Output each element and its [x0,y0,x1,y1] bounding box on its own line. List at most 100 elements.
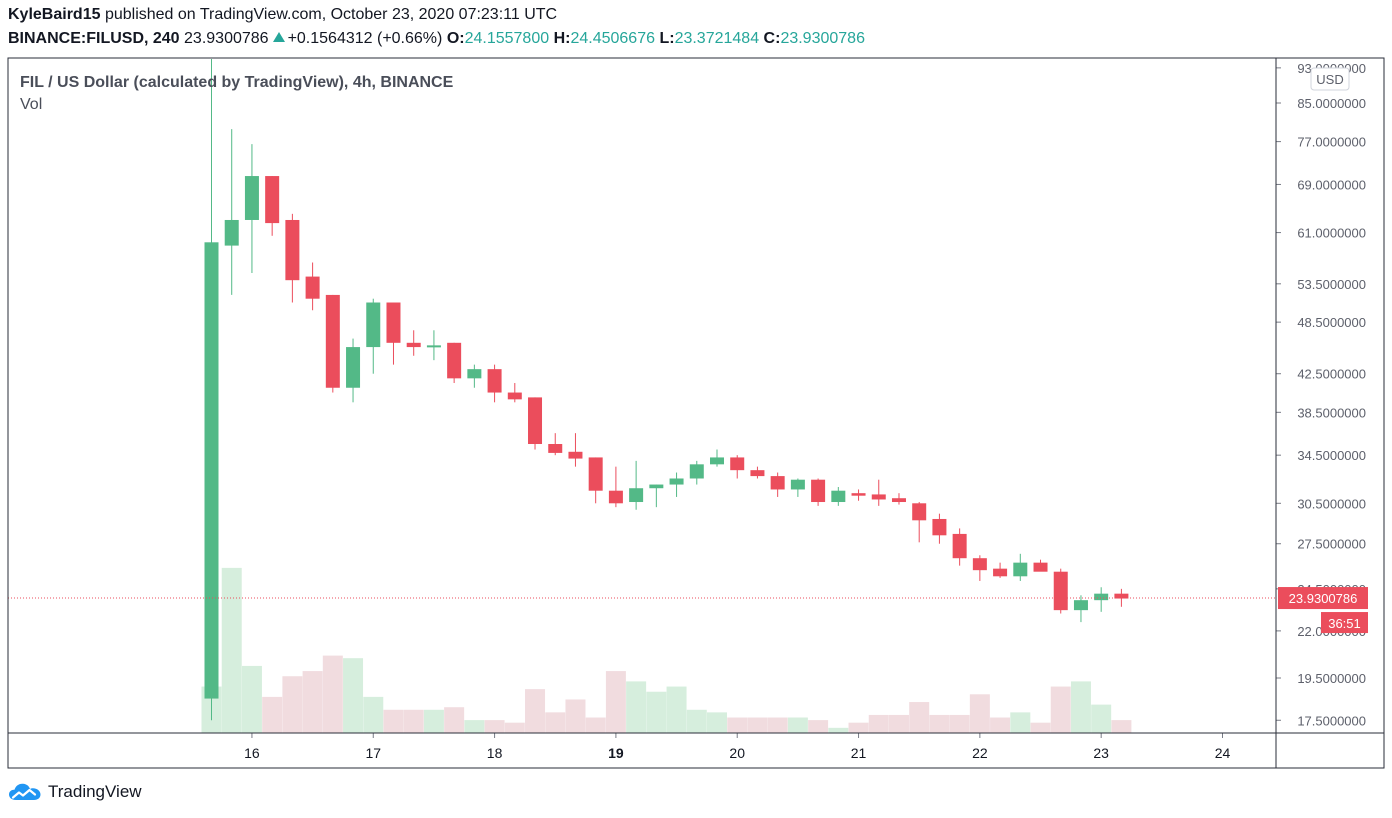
y-tick-label: 85.0000000 [1297,96,1366,111]
candle-body[interactable] [1094,593,1109,601]
candle-body[interactable] [831,490,846,503]
currency-badge[interactable]: USD [1310,67,1350,91]
x-tick-label: 17 [365,745,381,761]
candle-body[interactable] [770,476,785,490]
candle-body[interactable] [649,484,664,489]
volume-bar [626,681,647,733]
candle-body[interactable] [588,457,603,491]
candle-body[interactable] [366,302,381,348]
published-text: published on TradingView.com, October 23… [104,6,558,23]
candle-body[interactable] [871,494,886,500]
low-value: 23.3721484 [674,30,760,47]
candle-body[interactable] [224,219,239,246]
candle-body[interactable] [1073,600,1088,611]
candle-body[interactable] [507,392,522,400]
volume-bar [343,658,364,733]
legend-title: FIL / US Dollar (calculated by TradingVi… [20,74,454,91]
x-tick-label: 20 [729,745,745,761]
candle-body[interactable] [204,242,219,699]
legend-vol: Vol [20,96,42,113]
candle-body[interactable] [325,294,340,388]
currency-badge-box[interactable] [1310,67,1350,91]
currency-badge-label[interactable]: USD [1316,72,1343,87]
symbol-label: BINANCE:FILUSD, 240 [8,30,180,47]
candle-body[interactable] [972,558,987,571]
volume-bar [666,686,687,733]
candle-body[interactable] [1033,562,1048,572]
x-tick-label: 24 [1215,745,1231,761]
close-label: C: [763,30,781,47]
price-axis[interactable]: 93.000000085.000000077.000000069.0000000… [1275,58,1366,768]
volume-bar [241,665,262,733]
y-tick-label: 38.5000000 [1297,405,1366,420]
footer-brand: TradingView [48,782,142,801]
candle-body[interactable] [811,479,826,503]
volume-bar [484,720,505,733]
y-tick-label: 61.0000000 [1297,226,1366,241]
author-name[interactable]: KyleBaird15 [8,6,101,23]
candle-body[interactable] [426,345,441,348]
low-label: L: [659,30,675,47]
volume-bar [605,671,626,733]
volume-bar [1091,704,1112,733]
candle-body[interactable] [528,397,543,445]
candle-body[interactable] [406,342,421,348]
candle-body[interactable] [851,493,866,496]
x-tick-label: 16 [244,745,260,761]
candle-body[interactable] [710,457,724,465]
volume-bar [585,717,606,733]
x-tick-label: 23 [1093,745,1109,761]
candle-body[interactable] [629,488,644,503]
candle-body[interactable] [912,503,927,521]
price-tag-label: 23.9300786 [1289,591,1358,606]
candle-body[interactable] [689,464,704,479]
candle-body[interactable] [305,276,320,299]
candle-body[interactable] [1053,571,1068,611]
countdown-tag: 36:51 [1321,612,1368,634]
chart-area[interactable]: 93.000000085.000000077.000000069.0000000… [0,0,1392,780]
volume-bar [302,671,323,733]
candle-body[interactable] [467,369,482,379]
y-tick-label: 17.5000000 [1297,713,1366,728]
candle-body[interactable] [750,470,765,477]
open-value: 24.1557800 [464,30,550,47]
volume-bar [1070,681,1091,733]
time-axis[interactable]: 16 17 18 19 20 21 22 23 24 [8,732,1384,761]
volume-bar [808,720,829,733]
candle-body[interactable] [386,302,401,343]
candle-body[interactable] [669,478,684,485]
candle-body[interactable] [932,518,947,536]
volume-bar [767,717,788,733]
candle-body[interactable] [1013,562,1028,577]
candle-body[interactable] [730,457,745,471]
candle-body[interactable] [790,479,805,490]
y-tick-label: 42.5000000 [1297,367,1366,382]
y-tick-label: 34.5000000 [1297,448,1366,463]
x-tick-label: 18 [487,745,503,761]
volume-bar [423,709,444,733]
volume-bar [969,694,990,733]
y-tick-label: 27.5000000 [1297,537,1366,552]
candle-body[interactable] [952,533,967,559]
candle-body[interactable] [993,568,1008,577]
candle-body[interactable] [608,490,623,504]
candle-body[interactable] [447,342,462,379]
candle-body[interactable] [891,498,906,503]
tradingview-footer[interactable]: TradingView [8,782,142,802]
candle-body[interactable] [548,444,563,453]
volume-bar [525,689,546,733]
candle-body[interactable] [568,451,583,459]
volume-bar [686,709,707,733]
candle-body[interactable] [487,369,502,393]
candlesticks[interactable] [204,59,1129,721]
y-tick-label: 19.5000000 [1297,671,1366,686]
candle-body[interactable] [1114,593,1129,599]
candle-body[interactable] [265,176,280,224]
candle-body[interactable] [244,176,259,220]
volume-bar [787,717,808,733]
candle-body[interactable] [346,347,361,388]
volume-bar [221,567,242,733]
x-tick-label: 19 [608,745,624,761]
volume-bar [464,720,485,733]
candle-body[interactable] [285,219,300,281]
